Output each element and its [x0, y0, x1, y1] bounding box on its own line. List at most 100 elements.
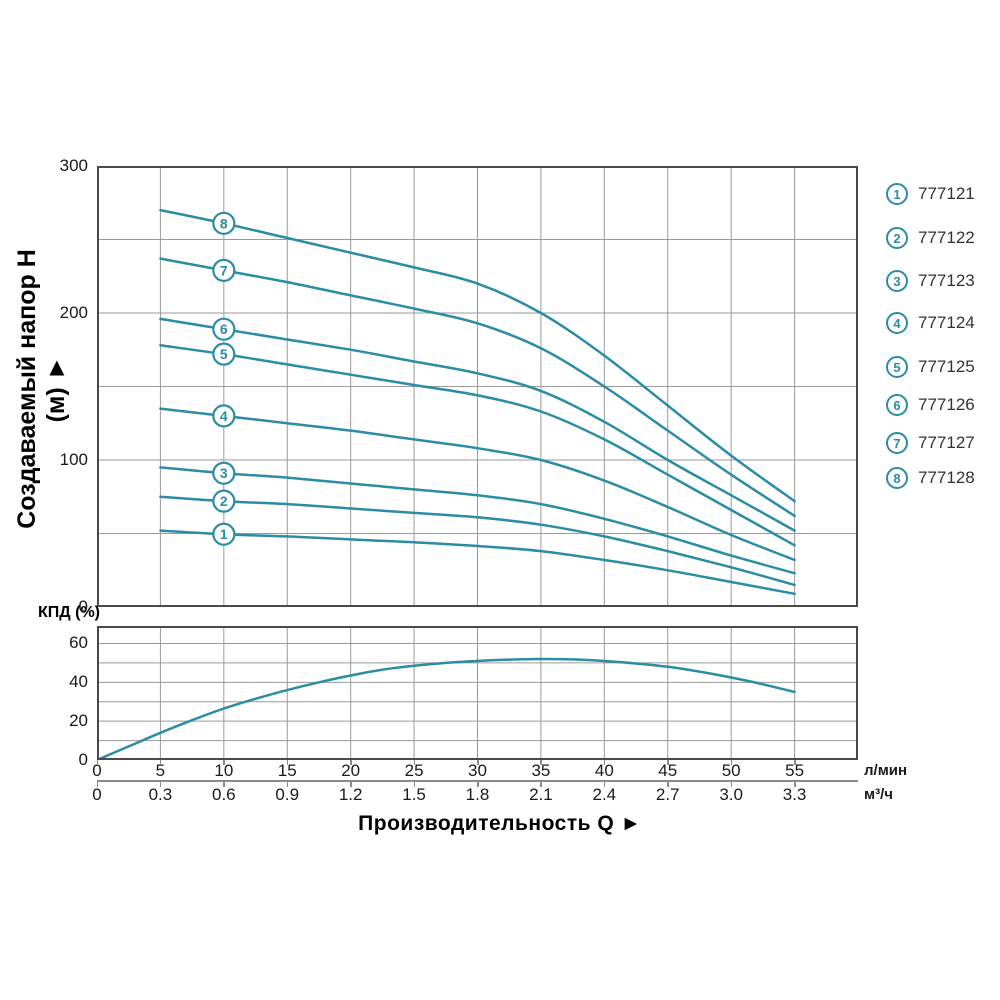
head-y-tick-300: 300 [59, 156, 88, 175]
curve-number-marker-8: 8 [212, 211, 236, 235]
svg-text:3: 3 [220, 465, 228, 481]
legend-model-label: 777124 [918, 313, 975, 332]
x-tick-lmin-40: 40 [594, 761, 614, 780]
curve-number-marker-3: 3 [212, 461, 236, 485]
head-curve-777128 [159, 208, 796, 503]
legend-model-label: 777122 [918, 228, 975, 247]
head-curve-777123 [159, 466, 796, 575]
x-tick-lmin-0: 0 [92, 761, 102, 780]
legend-model-label: 777126 [918, 395, 975, 414]
axis-tick-mark [96, 760, 98, 765]
svg-text:7: 7 [220, 262, 228, 278]
x-tick-lmin-55: 55 [785, 761, 805, 780]
head-curve-777127 [159, 257, 796, 518]
x-tick-lmin-50: 50 [721, 761, 741, 780]
x-tick-m3h-1.2: 1.2 [338, 785, 363, 804]
legend-item-777127: 7 777127 [886, 432, 975, 454]
legend-model-label: 777123 [918, 271, 975, 290]
curve-number-marker-7: 7 [212, 258, 236, 282]
x-tick-m3h-0.6: 0.6 [212, 785, 236, 804]
x-tick-lmin-15: 15 [277, 761, 297, 780]
x-tick-m3h-0.9: 0.9 [275, 785, 300, 804]
legend-model-label: 777125 [918, 357, 975, 376]
legend-item-777125: 5 777125 [886, 356, 975, 378]
axis-tick-mark [730, 781, 733, 787]
eff-y-tick-0: 0 [78, 750, 88, 769]
axis-tick-mark [286, 781, 289, 787]
svg-text:5: 5 [220, 346, 228, 362]
eff-y-tick-20: 20 [69, 711, 88, 731]
x-axis-unit-m3h: м³/ч [864, 786, 893, 803]
curve-number-marker-6: 6 [212, 317, 236, 341]
svg-text:4: 4 [220, 408, 228, 424]
axis-tick-mark [667, 781, 669, 787]
x-tick-m3h-3.0: 3.0 [719, 785, 743, 804]
legend-item-777121: 1 777121 [886, 183, 975, 205]
axis-tick-mark [540, 781, 542, 787]
svg-text:2: 2 [220, 493, 228, 509]
axis-tick-mark [350, 760, 352, 765]
axis-tick-mark [540, 760, 542, 765]
x-axis-unit-lmin: л/мин [864, 762, 908, 779]
head-curve-777121 [159, 529, 796, 596]
axis-tick-mark [477, 760, 479, 765]
head-y-tick-200: 200 [59, 303, 88, 322]
efficiency-curve [97, 657, 796, 760]
axis-tick-mark [667, 760, 669, 765]
legend-item-777122: 2 777122 [886, 227, 975, 249]
x-tick-m3h-2.7: 2.7 [655, 785, 680, 804]
x-tick-m3h-0: 0 [92, 785, 102, 804]
curve-number-marker-4: 4 [212, 404, 236, 428]
axis-tick-mark [730, 760, 733, 765]
axis-tick-mark [413, 760, 416, 765]
legend-item-777128: 8 777128 [886, 467, 975, 489]
svg-text:6: 6 [220, 321, 228, 337]
circled-number-icon: 4 [886, 312, 908, 334]
legend-item-777123: 3 777123 [886, 270, 975, 292]
legend-model-label: 777128 [918, 468, 975, 487]
eff-y-tick-60: 60 [69, 633, 88, 653]
circled-number-icon: 1 [886, 183, 908, 205]
circled-number-icon: 3 [886, 270, 908, 292]
head-curve-777125 [159, 344, 796, 547]
eff-y-tick-40: 40 [69, 672, 88, 692]
y-axis-title: Создаваемый напор H (м) ► [13, 249, 70, 529]
axis-tick-mark [794, 760, 796, 765]
axis-tick-mark [603, 781, 606, 787]
svg-text:8: 8 [220, 215, 228, 231]
x-tick-m3h-0.3: 0.3 [148, 785, 173, 804]
x-tick-lmin-30: 30 [468, 761, 487, 780]
axis-tick-mark [603, 760, 606, 765]
axis-tick-mark [350, 781, 352, 787]
x-tick-lmin-25: 25 [404, 761, 424, 780]
head-curve-777124 [159, 407, 796, 562]
axis-tick-mark [223, 760, 225, 765]
axis-tick-mark [477, 781, 479, 787]
axis-tick-mark [223, 781, 225, 787]
head-chart-canvas: 1 2 3 4 5 6 7 8 [97, 166, 858, 607]
head-y-tick-0: 0 [78, 597, 88, 616]
x-tick-m3h-2.4: 2.4 [592, 785, 617, 804]
axis-tick-mark [286, 760, 289, 765]
circled-number-icon: 7 [886, 432, 908, 454]
axis-tick-mark [159, 781, 162, 787]
legend-model-label: 777127 [918, 433, 975, 452]
axis-tick-mark [794, 781, 796, 787]
axis-tick-mark [96, 781, 98, 787]
legend-item-777126: 6 777126 [886, 394, 975, 416]
head-curve-777126 [159, 317, 796, 532]
x-tick-lmin-45: 45 [658, 761, 678, 780]
circled-number-icon: 6 [886, 394, 908, 416]
x-tick-lmin-10: 10 [214, 761, 234, 780]
axis-tick-mark [413, 781, 416, 787]
circled-number-icon: 2 [886, 227, 908, 249]
x-tick-lmin-20: 20 [341, 761, 361, 780]
efficiency-chart-canvas [97, 626, 858, 760]
curve-number-marker-5: 5 [212, 342, 236, 366]
x-tick-m3h-1.5: 1.5 [402, 785, 426, 804]
legend-model-label: 777121 [918, 184, 975, 203]
circled-number-icon: 8 [886, 467, 908, 489]
efficiency-axis-label: КПД (%) [38, 604, 100, 621]
head-curve-777122 [159, 495, 796, 587]
